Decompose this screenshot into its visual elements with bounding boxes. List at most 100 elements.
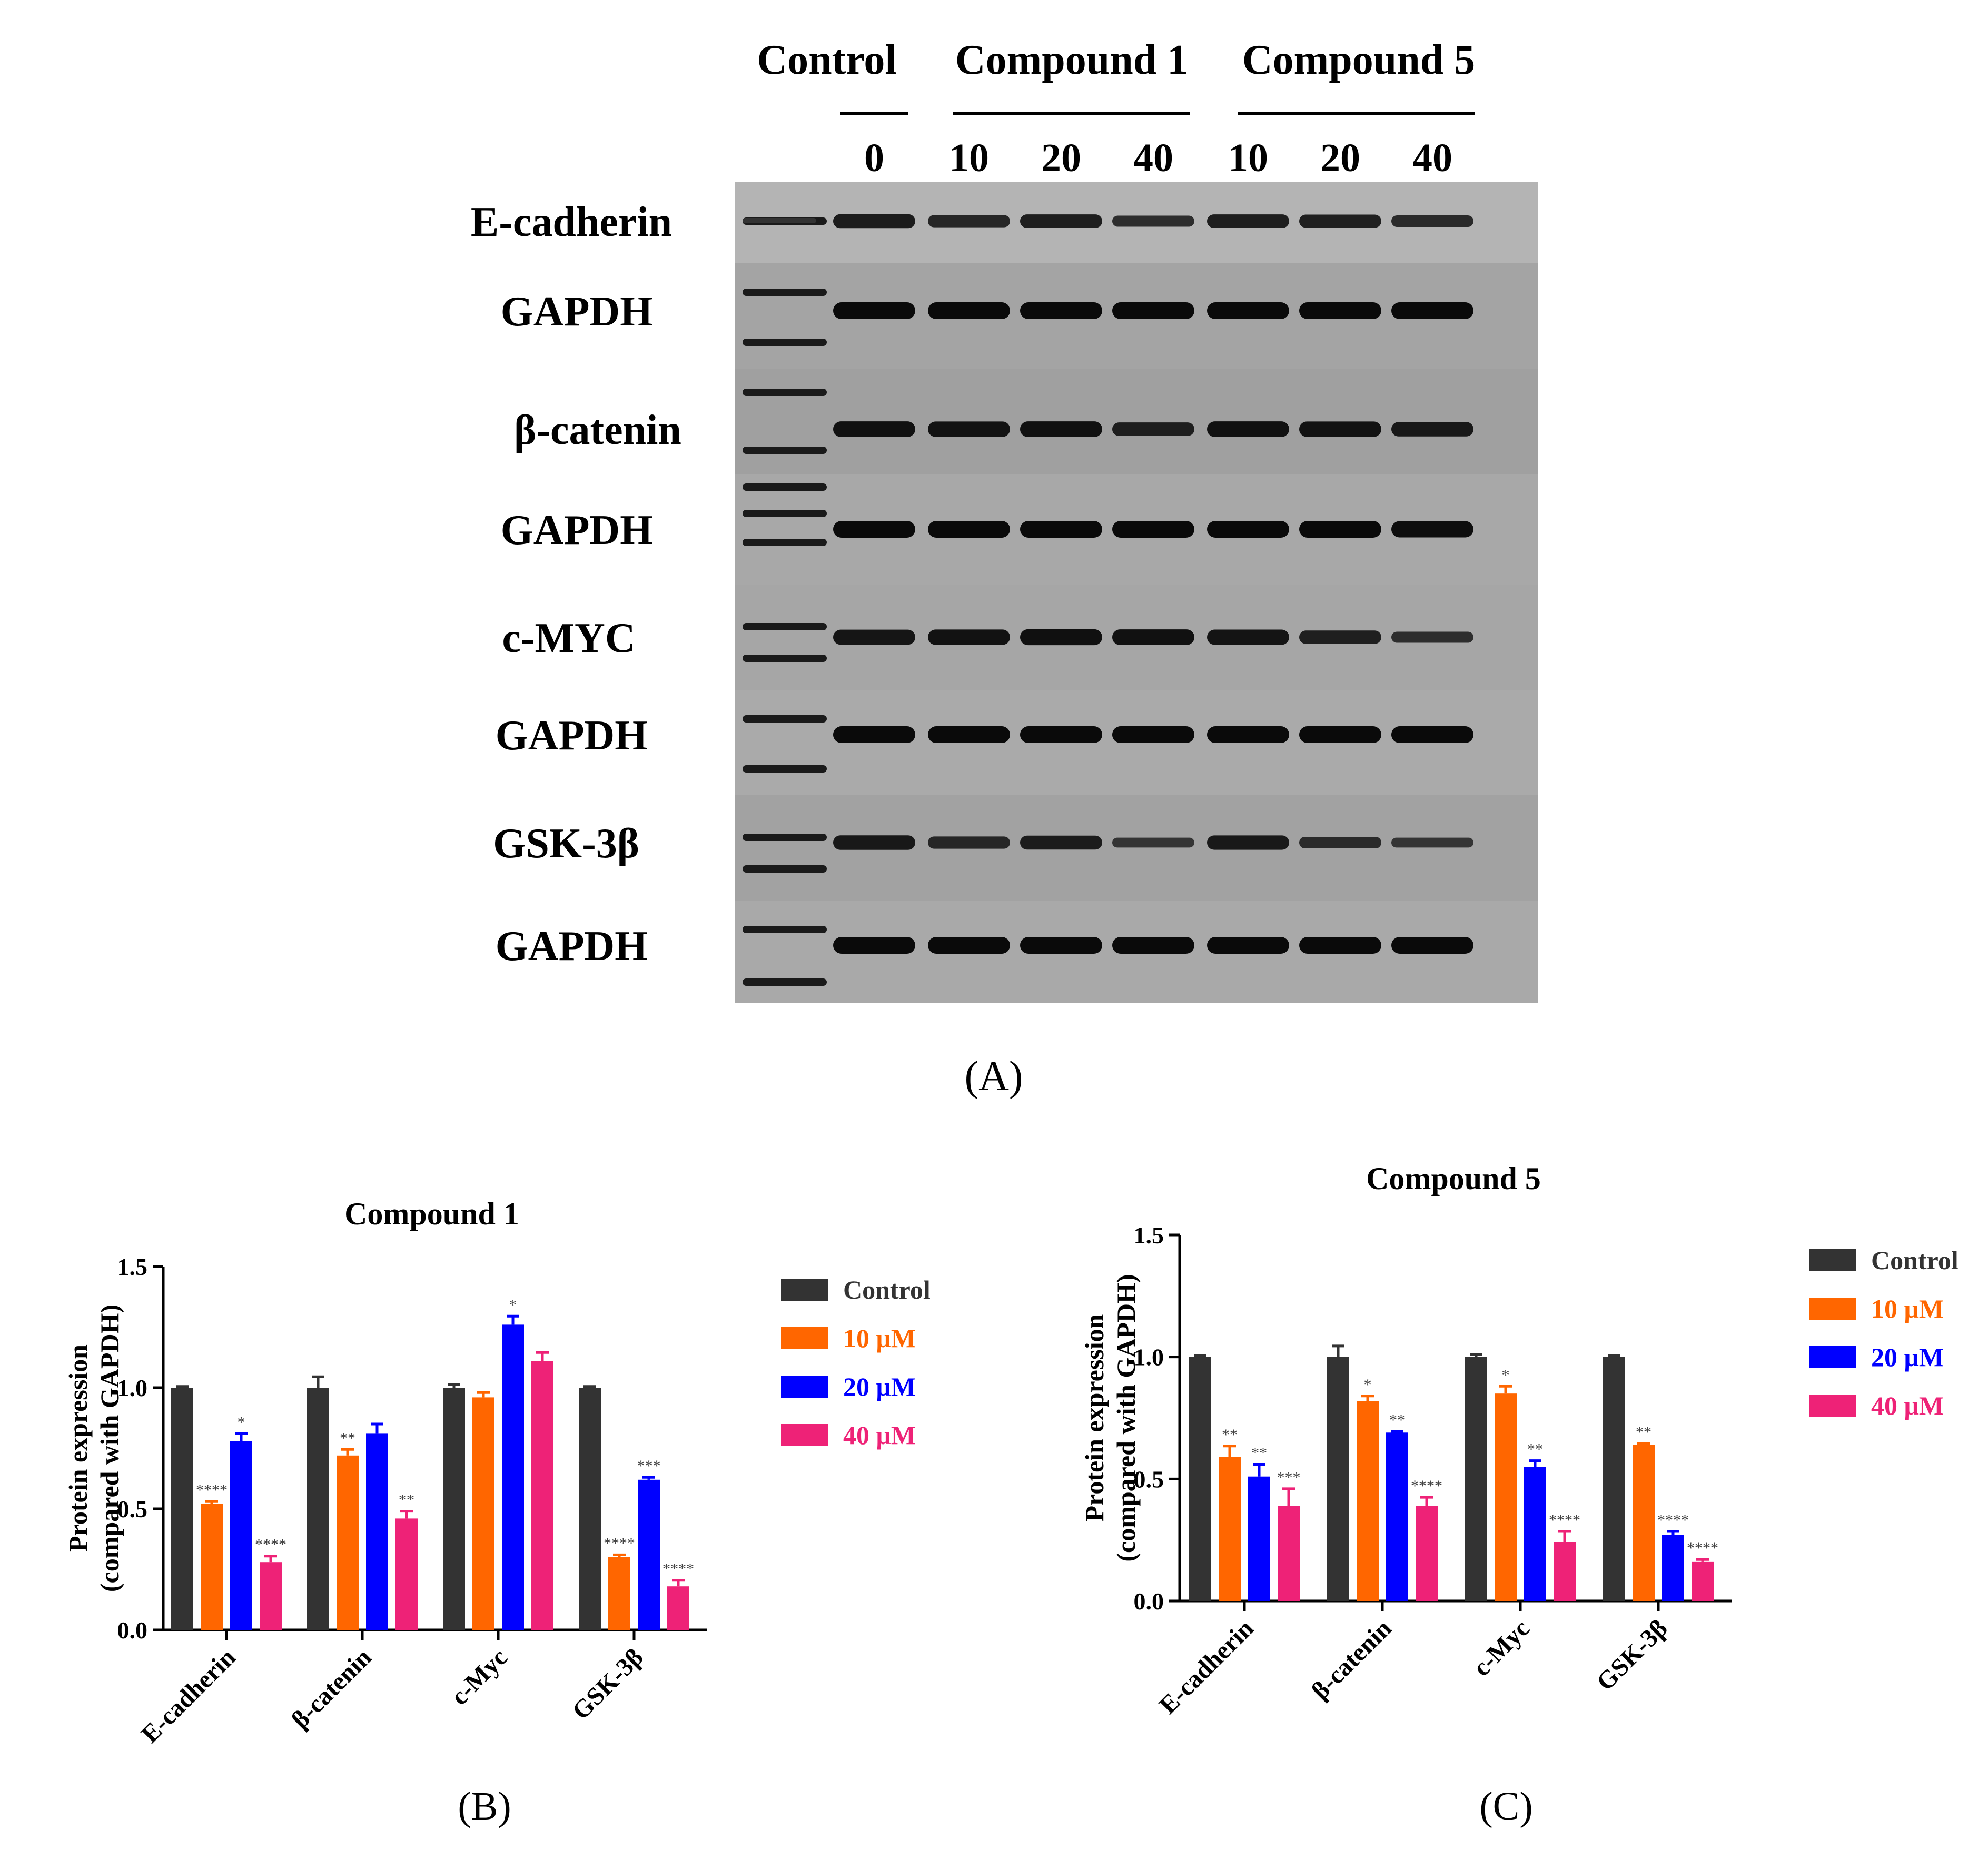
y-tick-label: 0.5 bbox=[1134, 1466, 1164, 1492]
bar bbox=[366, 1433, 388, 1630]
significance-label: **** bbox=[1657, 1511, 1689, 1529]
significance-label: * bbox=[1364, 1376, 1372, 1393]
y-tick-label: 1.5 bbox=[1134, 1222, 1164, 1249]
marker-band bbox=[743, 389, 827, 396]
blot-band bbox=[1207, 835, 1289, 850]
significance-label: **** bbox=[1549, 1511, 1580, 1529]
blot-band bbox=[1207, 302, 1289, 319]
x-tick-label: β-catenin bbox=[1307, 1614, 1397, 1705]
bar bbox=[171, 1388, 193, 1630]
bar bbox=[260, 1562, 282, 1630]
blot-band bbox=[1112, 837, 1194, 848]
bar bbox=[579, 1388, 601, 1630]
legend-swatch bbox=[1809, 1395, 1856, 1417]
significance-label: **** bbox=[196, 1481, 228, 1499]
legend-swatch bbox=[1809, 1249, 1856, 1271]
legend-swatch bbox=[1809, 1298, 1856, 1320]
legend-label: 10 μM bbox=[1871, 1294, 1944, 1323]
marker-band bbox=[743, 765, 827, 773]
x-tick-label: β-catenin bbox=[286, 1643, 377, 1734]
bar bbox=[1189, 1357, 1211, 1601]
blot-row-label: GAPDH bbox=[501, 289, 653, 335]
y-axis-label: Protein expression bbox=[1080, 1314, 1109, 1521]
marker-band bbox=[743, 715, 827, 723]
blot-row-label: GAPDH bbox=[496, 713, 648, 759]
blot-dose-label: 40 bbox=[1133, 136, 1173, 180]
x-tick-label: c-Myc bbox=[1468, 1614, 1535, 1682]
blot-dose-label: 20 bbox=[1041, 136, 1081, 180]
marker-band bbox=[743, 510, 827, 517]
blot-band bbox=[1112, 726, 1194, 743]
y-tick-label: 0.0 bbox=[1134, 1588, 1164, 1615]
blot-band bbox=[1020, 726, 1102, 743]
blot-band bbox=[1299, 214, 1381, 228]
bar bbox=[1219, 1457, 1241, 1601]
blot-row-label: GAPDH bbox=[496, 923, 648, 970]
blot-band bbox=[928, 521, 1010, 538]
blot-band bbox=[1391, 631, 1473, 643]
blot-band bbox=[1207, 937, 1289, 954]
panel-label-b: (B) bbox=[458, 1784, 511, 1828]
chart-c: Compound 5 0.0 0.5 1.0 1.5 Protein expression… bbox=[1080, 1161, 1959, 1828]
legend-swatch bbox=[781, 1376, 828, 1398]
y-tick-label: 0.5 bbox=[117, 1496, 148, 1522]
marker-band bbox=[743, 623, 827, 630]
blot-band bbox=[1391, 215, 1473, 228]
blot-band bbox=[1112, 215, 1194, 227]
chart-title: Compound 1 bbox=[344, 1197, 519, 1231]
bar bbox=[201, 1504, 223, 1630]
blot-band bbox=[1020, 421, 1102, 437]
bar bbox=[1692, 1561, 1714, 1601]
blot-band bbox=[1299, 836, 1381, 849]
blot-band bbox=[928, 629, 1010, 645]
marker-band bbox=[743, 339, 827, 346]
marker-band bbox=[743, 978, 827, 986]
blot-band bbox=[1020, 214, 1102, 228]
significance-label: * bbox=[509, 1296, 517, 1313]
blot-strip bbox=[735, 369, 1538, 474]
significance-label: * bbox=[238, 1413, 245, 1431]
bar bbox=[1495, 1393, 1517, 1601]
significance-label: ** bbox=[1222, 1426, 1238, 1443]
blot-dose-label: 40 bbox=[1412, 136, 1452, 180]
marker-band bbox=[743, 539, 827, 546]
significance-label: **** bbox=[604, 1535, 635, 1552]
blot-band bbox=[1112, 521, 1194, 538]
blot-band bbox=[928, 726, 1010, 743]
marker-band bbox=[743, 834, 827, 841]
significance-label: ** bbox=[1251, 1445, 1267, 1462]
blot-band bbox=[833, 937, 915, 954]
significance-label: ** bbox=[399, 1491, 414, 1509]
blot-group-label: Control bbox=[757, 37, 896, 83]
blot-band bbox=[1207, 214, 1289, 228]
blot-band bbox=[1299, 630, 1381, 644]
marker-band bbox=[743, 865, 827, 873]
bar bbox=[395, 1518, 418, 1630]
marker-band bbox=[743, 655, 827, 662]
blot-band bbox=[1299, 521, 1381, 538]
blot-band bbox=[1207, 629, 1289, 645]
significance-label: ** bbox=[1389, 1411, 1405, 1429]
blot-group-label: Compound 5 bbox=[1242, 37, 1475, 83]
blot-band bbox=[833, 521, 915, 538]
significance-label: ** bbox=[1527, 1441, 1543, 1458]
y-tick-label: 0.0 bbox=[117, 1617, 148, 1644]
significance-label: **** bbox=[662, 1560, 694, 1578]
bar bbox=[230, 1441, 252, 1630]
significance-label: **** bbox=[1411, 1477, 1442, 1495]
panel-label-c: (C) bbox=[1479, 1784, 1532, 1828]
legend-label: Control bbox=[1871, 1245, 1959, 1275]
bar bbox=[1278, 1506, 1300, 1601]
y-tick-label: 1.5 bbox=[117, 1253, 148, 1280]
chart-b: Compound 1 0.0 0.5 1.0 1.5 Protein expression… bbox=[63, 1197, 931, 1828]
blot-dose-label: 10 bbox=[949, 136, 989, 180]
x-tick-label: E-cadherin bbox=[136, 1643, 241, 1748]
blot-band bbox=[928, 302, 1010, 319]
blot-band bbox=[1391, 837, 1473, 848]
legend-swatch bbox=[781, 1424, 828, 1446]
bar bbox=[1662, 1535, 1684, 1601]
blot-band bbox=[1207, 726, 1289, 743]
blot-row-label: c-MYC bbox=[502, 615, 635, 661]
x-tick-label: GSK-3β bbox=[1591, 1614, 1673, 1696]
